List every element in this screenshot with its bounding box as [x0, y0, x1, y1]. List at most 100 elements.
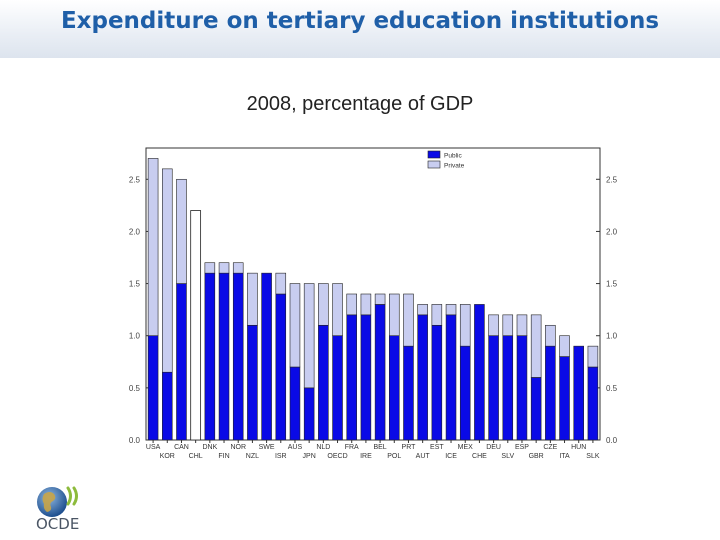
bar-private-irl	[360, 293, 372, 316]
bar-private-usa	[147, 158, 159, 337]
bar-public-che	[474, 304, 485, 441]
x-tick-label: FIN	[218, 453, 229, 460]
y-tick-label-left: 1.5	[129, 280, 141, 289]
bar-private-jpn	[303, 283, 315, 389]
x-tick-label: DNK	[202, 444, 217, 451]
bar-public-bel	[374, 304, 386, 441]
x-tick-label: ISR	[275, 453, 287, 460]
bar-private-fin	[218, 262, 230, 274]
x-tick-label: GBR	[529, 453, 544, 460]
bar-private-mex	[459, 304, 471, 347]
bar-private-aus	[289, 283, 301, 368]
bar-public-oecd	[332, 335, 343, 441]
x-tick-label: CAN	[174, 444, 189, 451]
x-tick-label: EST	[430, 444, 444, 451]
bar-public-esp	[516, 335, 528, 441]
bar-private-dnk	[204, 262, 216, 274]
legend-label-private: Private	[444, 163, 465, 170]
bar-public-slk	[587, 366, 599, 441]
logo-text: OCDE	[36, 515, 80, 533]
legend-swatch-private	[427, 160, 441, 169]
bar-public-est	[431, 324, 443, 441]
x-tick-label: OECD	[327, 453, 347, 460]
bar-private-cze	[545, 324, 556, 347]
bar-public-mex	[459, 345, 471, 441]
y-tick-label-left: 0.0	[129, 436, 141, 445]
x-tick-label: NZL	[246, 453, 259, 460]
plot-frame	[145, 147, 601, 441]
bar-private-bel	[374, 293, 386, 305]
bar-public-kor	[162, 371, 173, 441]
bar-public-jpn	[303, 387, 315, 441]
bar-public-nor	[232, 272, 244, 441]
x-tick-label: NLD	[316, 444, 330, 451]
bar-public-hun	[573, 345, 584, 441]
y-tick-label-right: 1.0	[606, 332, 618, 341]
bar-private-prt	[403, 293, 414, 347]
x-tick-label: FRA	[345, 444, 359, 451]
bar-public-aut	[417, 314, 428, 441]
y-tick-label-left: 2.5	[129, 175, 141, 184]
bar-private-est	[431, 304, 443, 326]
bar-public-dnk	[204, 272, 216, 441]
x-tick-label: DEU	[486, 444, 501, 451]
bar-public-pol	[389, 335, 400, 441]
bar-private-svn	[502, 314, 514, 337]
bar-total-chl	[190, 210, 202, 441]
y-tick-label-right: 2.0	[606, 227, 618, 236]
x-tick-label: ESP	[515, 444, 529, 451]
bar-public-irl	[360, 314, 372, 441]
x-tick-label: CZE	[543, 444, 557, 451]
bar-private-oecd	[332, 283, 343, 337]
bar-public-nld	[318, 324, 329, 441]
bar-private-isr	[275, 272, 287, 295]
y-tick-label-right: 2.5	[606, 175, 618, 184]
bar-private-pol	[389, 293, 400, 337]
bar-public-isr	[275, 293, 287, 441]
bar-public-deu	[488, 335, 499, 441]
bar-public-nzl	[247, 324, 258, 441]
x-tick-label: AUT	[416, 453, 431, 460]
bar-public-can	[176, 283, 187, 441]
x-tick-label: JPN	[303, 453, 316, 460]
x-tick-label: SLV	[501, 453, 514, 460]
x-tick-label: ICE	[445, 453, 457, 460]
y-tick-label-left: 1.0	[129, 332, 141, 341]
bar-private-deu	[488, 314, 499, 337]
bar-private-nor	[232, 262, 244, 274]
y-tick-label-left: 2.0	[129, 227, 141, 236]
bar-private-kor	[162, 168, 173, 373]
header-band	[0, 0, 720, 58]
bar-public-ita	[559, 356, 570, 441]
legend-swatch-public	[427, 150, 441, 159]
x-tick-label: NOR	[230, 444, 246, 451]
bar-private-slk	[587, 345, 599, 368]
y-tick-label-right: 1.5	[606, 280, 618, 289]
x-tick-label: MEX	[458, 444, 474, 451]
y-tick-label-left: 0.5	[129, 384, 141, 393]
bar-public-swe	[261, 272, 272, 441]
y-tick-label-right: 0.5	[606, 384, 618, 393]
chart-subtitle: 2008, percentage of GDP	[246, 93, 474, 115]
x-tick-label: CHL	[189, 453, 203, 460]
bar-public-fin	[218, 272, 230, 441]
bar-public-prt	[403, 345, 414, 441]
x-tick-label: PRT	[402, 444, 417, 451]
bar-public-gbr	[530, 377, 542, 441]
bar-chart: 0.0 0.0 0.5 0.5 1.0 1.0 1.5 1.5 2.0 2.0 2.5 2.5 USA K…	[129, 147, 618, 460]
bar-private-aut	[417, 304, 428, 316]
x-tick-label: SWE	[259, 444, 275, 451]
x-tick-label: HUN	[571, 444, 586, 451]
x-tick-label: USA	[146, 444, 161, 451]
bar-private-nld	[318, 283, 329, 326]
x-tick-label: IRE	[360, 453, 372, 460]
x-tick-label: BEL	[373, 444, 386, 451]
slide-title: Expenditure on tertiary education instit…	[60, 8, 660, 34]
bar-public-ice	[445, 314, 457, 441]
bar-private-nzl	[247, 272, 258, 326]
x-tick-label: KOR	[160, 453, 175, 460]
x-tick-label: POL	[387, 453, 401, 460]
bar-public-svn	[502, 335, 514, 441]
bar-private-gbr	[530, 314, 542, 378]
bar-private-esp	[516, 314, 528, 337]
